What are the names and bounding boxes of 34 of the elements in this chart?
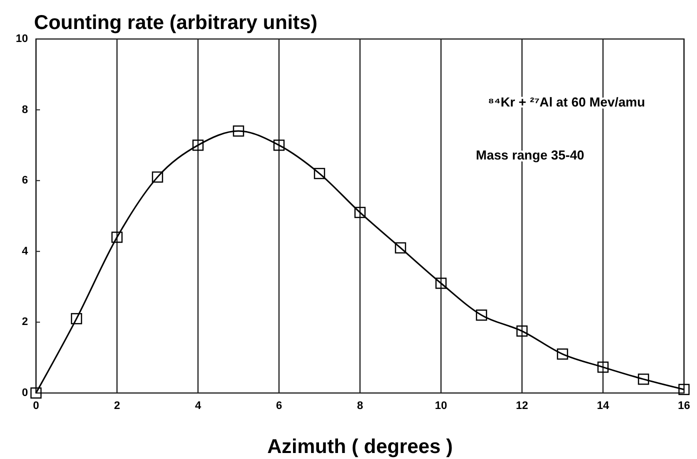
x-tick-label: 12 (516, 400, 528, 412)
point (70, 313, 82, 324)
x-tick-label: 0 (32, 400, 40, 412)
point (638, 374, 650, 385)
point (192, 140, 204, 151)
x-axis-title: Azimuth ( degrees ) (267, 436, 453, 458)
y-tick-label: 8 (22, 104, 28, 116)
point (314, 168, 326, 180)
x-tick-label: 2 (114, 400, 120, 412)
point (111, 232, 123, 243)
point (152, 171, 164, 183)
point (516, 325, 528, 337)
point (232, 125, 244, 137)
x-tick-label: 16 (678, 400, 690, 412)
point (476, 310, 488, 321)
point (597, 362, 609, 373)
y-tick-label: 2 (22, 316, 28, 328)
x-tick-label: 10 (434, 400, 448, 412)
y-axis-title: Counting rate (arbitrary units) (34, 12, 318, 34)
y-tick-label: 4 (22, 245, 29, 258)
point (435, 278, 447, 289)
point (556, 348, 568, 360)
point (30, 387, 42, 399)
point (273, 140, 285, 151)
y-tick-label: 6 (22, 174, 28, 187)
x-tick-label: 4 (194, 400, 202, 412)
point (354, 206, 366, 218)
y-tick-label: 0 (22, 387, 28, 399)
x-tick-label: 14 (596, 400, 610, 412)
x-tick-label: 8 (356, 400, 364, 412)
x-tick-label: 6 (276, 400, 282, 412)
point (394, 242, 406, 254)
point (678, 384, 690, 396)
y-tick-label: 10 (16, 33, 28, 45)
